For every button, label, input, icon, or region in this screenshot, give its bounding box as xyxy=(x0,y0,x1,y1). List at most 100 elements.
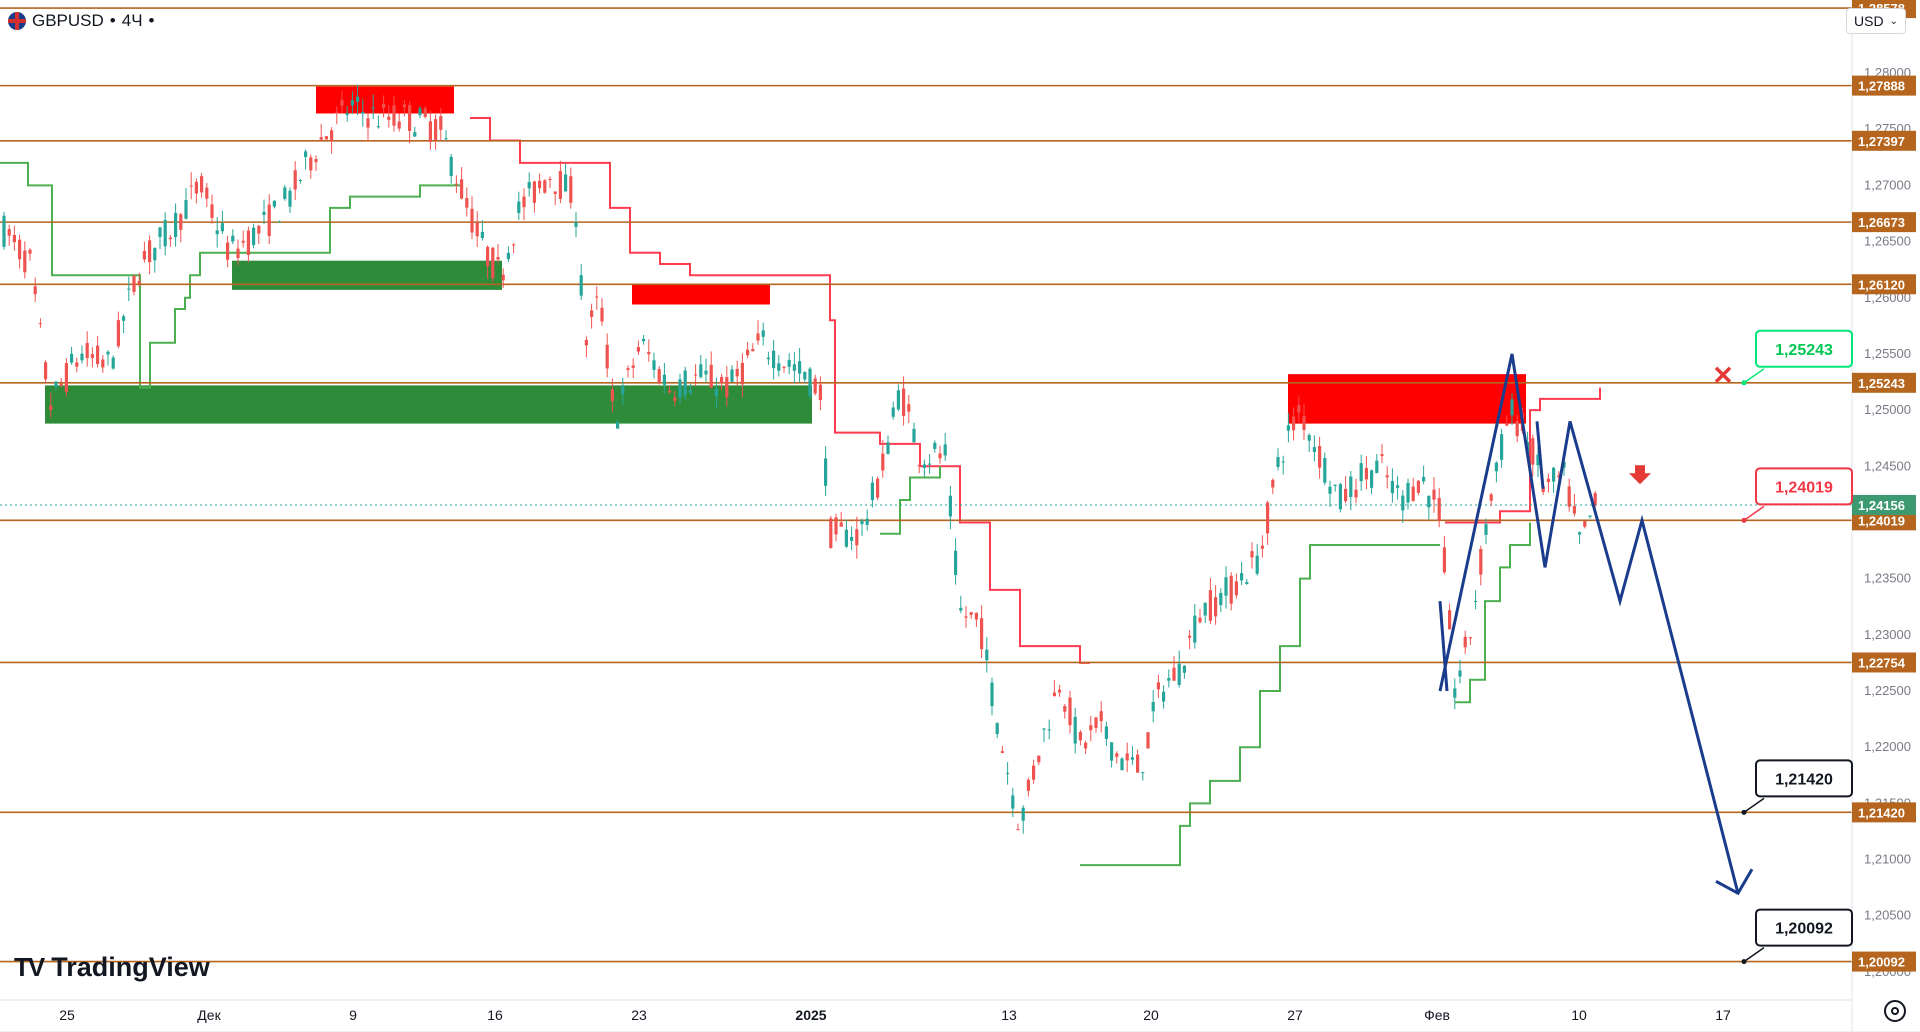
candle-body xyxy=(80,353,84,361)
candle-body xyxy=(1052,692,1056,696)
candle-body xyxy=(1162,691,1166,702)
candle-body xyxy=(1281,461,1285,463)
candle-body xyxy=(486,246,490,267)
currency-select[interactable]: USD ⌄ xyxy=(1846,8,1906,34)
candle-body xyxy=(314,159,318,163)
level-label: 1,25243 xyxy=(1858,376,1905,391)
candle-body xyxy=(470,208,474,233)
candle-body xyxy=(569,176,573,203)
projection-arrowhead xyxy=(1715,868,1754,896)
chart-header: GBPUSD • 4Ч • xyxy=(8,6,155,36)
trailing-stop-down xyxy=(1445,387,1601,524)
callout-pointer xyxy=(1743,797,1765,813)
candle-body xyxy=(1000,751,1004,753)
last-price-label-bg xyxy=(1852,494,1916,515)
brand-name: TradingView xyxy=(51,952,210,982)
candle-body xyxy=(870,482,874,501)
candle-body xyxy=(590,310,594,317)
candle-body xyxy=(1401,495,1405,511)
callout-label: 1,25243 xyxy=(1775,342,1833,359)
candle-body xyxy=(1474,600,1478,602)
candle-body xyxy=(1156,682,1160,690)
candle-body xyxy=(345,113,349,116)
tradingview-logo[interactable]: TV TradingView xyxy=(14,952,210,983)
zone-layer xyxy=(45,86,1526,424)
price-tick-label: 1,23500 xyxy=(1864,571,1911,586)
time-tick-label: 20 xyxy=(1143,1007,1159,1023)
time-tick-label: 17 xyxy=(1715,1007,1731,1023)
candle-body xyxy=(356,96,360,102)
candle-body xyxy=(241,240,245,243)
candle-body xyxy=(439,116,443,130)
candle-body xyxy=(584,339,588,346)
time-axis[interactable]: 25 Дек 9 16 23 2025 13 20 27 Фев 10 17 xyxy=(0,999,1920,1032)
candle-body xyxy=(304,151,308,158)
candle-body xyxy=(948,495,952,517)
candle-body xyxy=(475,222,479,237)
candle-body xyxy=(834,517,838,535)
candle-body xyxy=(1323,458,1327,483)
candle-body xyxy=(1552,467,1556,482)
candle-body xyxy=(631,365,635,368)
candle-body xyxy=(200,176,204,193)
level-label-bg xyxy=(1852,652,1916,673)
candle-body xyxy=(558,171,562,199)
time-tick-label: Дек xyxy=(197,1007,221,1023)
candle-body xyxy=(928,463,932,465)
trailing-stop-up xyxy=(0,161,460,389)
candle-body xyxy=(298,179,302,181)
time-tick-label: 9 xyxy=(349,1007,357,1023)
level-label-bg xyxy=(1852,802,1916,823)
candle-body xyxy=(824,458,828,486)
candle-body xyxy=(1505,423,1509,426)
candle-body xyxy=(1437,498,1441,521)
price-tick-label: 1,25500 xyxy=(1864,346,1911,361)
price-axis[interactable]: 1,280001,275001,270001,265001,260001,255… xyxy=(1851,0,1911,1032)
candle-body xyxy=(387,116,391,120)
candle-body xyxy=(49,405,53,411)
candle-body xyxy=(839,522,843,527)
candle-body xyxy=(111,357,115,369)
candle-body xyxy=(730,369,734,382)
candle-body xyxy=(413,132,417,137)
chevron-down-icon: ⌄ xyxy=(1889,15,1898,27)
trailing-stop-up xyxy=(1455,522,1531,704)
level-label-bg xyxy=(1852,212,1916,233)
candle-body xyxy=(1219,592,1223,606)
candle-body xyxy=(1292,416,1296,431)
callout-box xyxy=(1755,329,1853,368)
callout-box xyxy=(1755,908,1853,947)
callout-anchor xyxy=(1741,809,1747,815)
interval-label[interactable]: 4Ч xyxy=(121,11,143,30)
candle-body xyxy=(917,465,921,467)
candle-body xyxy=(122,316,126,321)
level-label-bg xyxy=(1852,274,1916,295)
candle-body xyxy=(735,368,739,377)
candle-body xyxy=(1510,399,1514,416)
settings-gear-icon[interactable] xyxy=(1884,1000,1906,1022)
candle-body xyxy=(527,181,531,189)
level-label: 1,27888 xyxy=(1858,79,1905,94)
candle-body xyxy=(75,362,79,367)
candle-body xyxy=(278,221,282,223)
candle-body xyxy=(980,618,984,650)
symbol-name[interactable]: GBPUSD xyxy=(32,11,104,30)
candle-body xyxy=(1286,425,1290,431)
candle-body xyxy=(699,364,703,377)
currency-label: USD xyxy=(1854,13,1884,29)
candle-body xyxy=(512,244,516,246)
time-tick-label: 2025 xyxy=(795,1007,826,1023)
candle-body xyxy=(434,119,438,141)
candle-body xyxy=(1063,706,1067,712)
candle-body xyxy=(288,190,292,207)
candle-body xyxy=(272,200,276,207)
time-tick-label: Фев xyxy=(1424,1007,1450,1023)
trailing-stop-up xyxy=(1080,543,1440,867)
candle-body xyxy=(746,349,750,356)
candle-body xyxy=(798,361,802,374)
candle-body xyxy=(59,383,63,386)
candle-body xyxy=(1422,476,1426,482)
candle-body xyxy=(335,112,339,114)
level-label-bg xyxy=(1852,75,1916,96)
